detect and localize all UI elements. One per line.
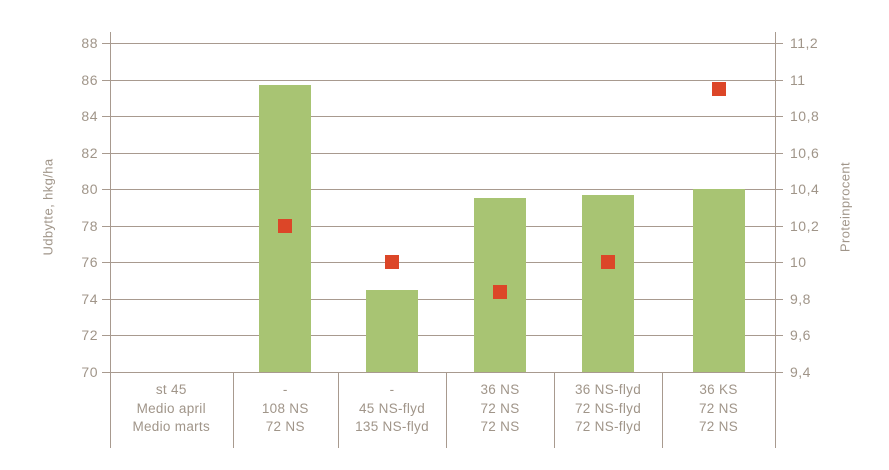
- left-axis-tick-label: 88: [81, 35, 98, 51]
- category-cell: 36 KS: [699, 382, 738, 397]
- category-cell: 72 NS: [265, 419, 305, 434]
- category-cell: Medio april: [136, 400, 206, 416]
- protein-marker: [711, 81, 726, 96]
- category-cell: 72 NS: [698, 400, 739, 416]
- yield-bar: [582, 194, 634, 372]
- left-axis-tick-label: 74: [81, 290, 98, 307]
- category-cell: 36 NS: [480, 382, 520, 397]
- category-cell: 45 NS-flyd: [358, 400, 426, 416]
- right-axis-tick-label: 10,6: [790, 144, 820, 161]
- category-group-label: - 108 NS 72 NS: [233, 381, 339, 437]
- protein-marker: [385, 255, 399, 270]
- right-axis-tick-label: 10,4: [790, 181, 820, 198]
- right-axis-tick-label: 9,6: [790, 327, 811, 344]
- category-cell: 72 NS-flyd: [574, 419, 642, 434]
- right-axis-title: Proteinprocent: [837, 161, 853, 253]
- left-axis-tick-label: 84: [81, 108, 98, 125]
- category-divider: [554, 372, 555, 448]
- gridline: [102, 335, 783, 337]
- yield-bar: [366, 289, 418, 372]
- category-cell: 36 NS-flyd: [574, 382, 642, 397]
- right-axis-tick-label: 11: [790, 71, 806, 88]
- category-cell: st 45: [155, 382, 187, 397]
- left-axis-tick-label: 78: [81, 217, 98, 234]
- left-axis-tick-label: 76: [81, 254, 98, 271]
- category-cell: -: [389, 382, 395, 397]
- gridline: [102, 189, 783, 191]
- category-row-header: st 45 Medio april Medio marts: [110, 381, 233, 437]
- category-divider: [662, 372, 663, 448]
- right-axis-tick-label: 10,2: [790, 217, 820, 234]
- category-cell: 72 NS-flyd: [574, 400, 642, 416]
- category-divider: [338, 372, 339, 448]
- category-cell: 72 NS: [698, 419, 739, 434]
- category-divider: [446, 372, 447, 448]
- right-axis-tick-label: 11,2: [790, 35, 819, 51]
- right-axis-tick-label: 9,8: [790, 290, 811, 307]
- category-cell: 108 NS: [261, 400, 309, 416]
- right-axis-tick-label: 10: [790, 254, 807, 271]
- gridline: [102, 43, 783, 44]
- protein-marker: [601, 255, 615, 270]
- protein-marker: [278, 218, 293, 233]
- right-axis-tick-label: 10,8: [790, 108, 820, 125]
- protein-marker: [493, 284, 507, 299]
- gridline: [102, 372, 783, 373]
- category-group-label: 36 KS 72 NS 72 NS: [662, 381, 775, 437]
- category-group-label: 36 NS-flyd 72 NS-flyd 72 NS-flyd: [554, 381, 662, 437]
- right-axis-line: [775, 32, 776, 448]
- left-axis-tick-label: 70: [81, 364, 98, 380]
- category-group-label: - 45 NS-flyd 135 NS-flyd: [338, 381, 446, 437]
- gridline: [102, 262, 783, 264]
- left-axis-title: Udbytte, hkg/ha: [40, 158, 56, 256]
- gridline: [102, 225, 783, 227]
- right-axis-tick-label: 9,4: [790, 364, 811, 380]
- category-cell: 72 NS: [480, 419, 520, 434]
- category-cell: 135 NS-flyd: [355, 419, 429, 434]
- left-axis-tick-label: 82: [81, 144, 98, 161]
- gridline: [102, 152, 783, 154]
- category-cell: -: [282, 382, 288, 397]
- category-group-label: 36 NS 72 NS 72 NS: [446, 381, 554, 437]
- category-cell: 72 NS: [480, 400, 520, 416]
- left-axis-tick-label: 72: [81, 327, 98, 344]
- gridline: [102, 298, 783, 300]
- left-axis-line: [110, 32, 111, 448]
- left-axis-tick-label: 80: [81, 181, 98, 198]
- category-divider: [232, 372, 234, 448]
- gridline: [102, 116, 783, 118]
- gridline: [102, 79, 783, 81]
- yield-bar: [692, 189, 745, 372]
- category-cell: Medio marts: [132, 419, 211, 434]
- left-axis-tick-label: 86: [81, 71, 98, 88]
